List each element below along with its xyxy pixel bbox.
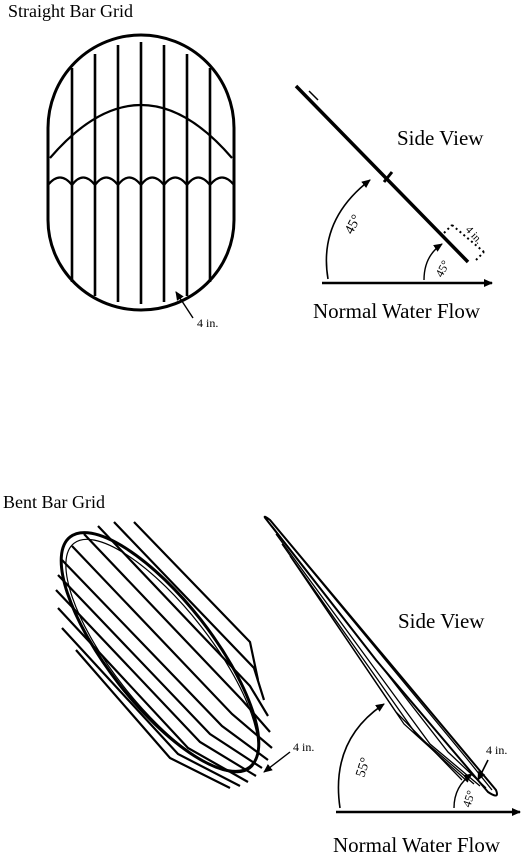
straight-side-support <box>382 171 394 183</box>
straight-side-view <box>294 84 493 287</box>
straight-side-view-label: Side View <box>397 126 484 150</box>
bent-bar-grid-title: Bent Bar Grid <box>3 492 105 512</box>
straight-grid-front-view <box>46 33 236 312</box>
bent-angle-arc-small <box>453 773 473 809</box>
bent-side-spacing-label: 4 in. <box>486 743 507 757</box>
bent-angle-main-label: 55° <box>354 756 374 779</box>
straight-grid-bars <box>70 42 212 304</box>
bent-side-spacing-arrow <box>477 759 489 781</box>
bent-side-view-label: Side View <box>398 609 485 633</box>
bent-grid-frame <box>59 531 261 773</box>
straight-spacing-arrow <box>175 291 194 319</box>
straight-flow-label: Normal Water Flow <box>313 299 481 323</box>
bent-angle-small-label: 45° <box>460 788 479 808</box>
straight-side-spacing-label: 4 in. <box>463 224 485 247</box>
bent-side-grid-outline <box>263 515 498 797</box>
bent-flow-label: Normal Water Flow <box>333 833 501 857</box>
straight-angle-main-label: 45° <box>342 213 364 237</box>
bent-angle-arc-main <box>337 703 385 809</box>
straight-angle-arc-main <box>325 179 371 280</box>
straight-side-grid-edge <box>308 90 319 101</box>
bent-grid-bars <box>55 521 273 789</box>
straight-side-spacing-bracket <box>443 224 485 261</box>
bent-spacing-arrow <box>263 751 291 773</box>
straight-angle-small-label: 45° <box>432 258 452 280</box>
straight-grid-scallops <box>47 176 235 187</box>
bent-grid-front-view <box>55 521 273 789</box>
bent-spacing-label: 4 in. <box>293 740 314 754</box>
straight-side-grid-line <box>294 84 470 264</box>
straight-grid-frame <box>46 33 236 312</box>
straight-spacing-label: 4 in. <box>197 316 218 330</box>
straight-angle-arc-small <box>423 243 443 281</box>
straight-bar-grid-title: Straight Bar Grid <box>8 1 133 21</box>
